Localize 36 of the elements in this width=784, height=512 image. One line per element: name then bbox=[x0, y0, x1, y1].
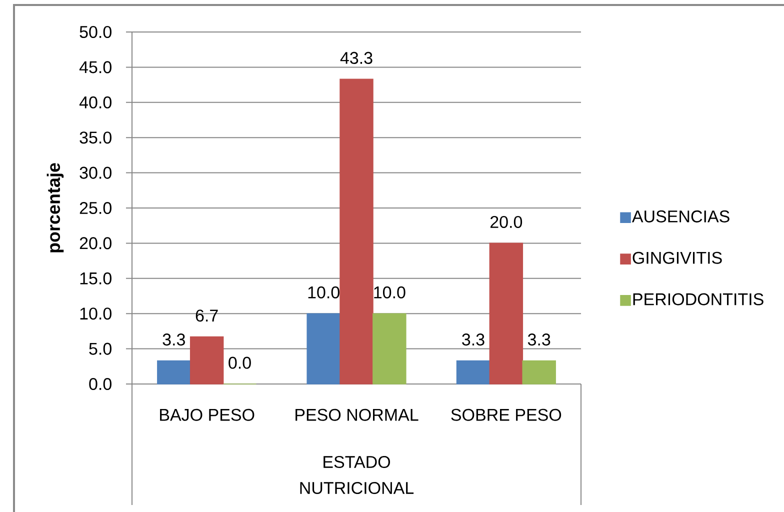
x-axis-title: ESTADO NUTRICIONAL bbox=[300, 456, 414, 494]
bar bbox=[522, 360, 556, 384]
x-tick-label: BAJO PESO bbox=[160, 408, 254, 421]
y-tick-label: 20.0 bbox=[80, 237, 112, 250]
data-label: 0.0 bbox=[228, 356, 251, 369]
y-tick-label: 35.0 bbox=[80, 132, 112, 144]
bar bbox=[157, 360, 191, 384]
bar bbox=[340, 78, 374, 384]
data-label: 3.3 bbox=[528, 334, 550, 346]
bar bbox=[489, 242, 524, 384]
y-tick-label: 30.0 bbox=[80, 166, 112, 179]
y-tick-label: 40.0 bbox=[79, 96, 112, 108]
data-label: 3.3 bbox=[462, 334, 484, 346]
legend-label: AUSENCIAS bbox=[632, 210, 730, 222]
y-axis-title: porcentaje bbox=[46, 163, 64, 252]
x-tick-label: PESO NORMAL bbox=[296, 408, 418, 421]
data-label: 43.3 bbox=[340, 52, 372, 64]
y-tick-label: 15.0 bbox=[80, 272, 112, 284]
y-tick-label: 50.0 bbox=[80, 26, 112, 38]
y-tick-label: 5.0 bbox=[89, 342, 112, 355]
data-label: 3.3 bbox=[162, 334, 185, 346]
x-tick-label: SOBRE PESO bbox=[451, 408, 562, 421]
y-tick-label: 0.0 bbox=[89, 378, 112, 390]
y-tick-label: 45.0 bbox=[79, 61, 112, 74]
legend-label: PERIODONTITIS bbox=[633, 293, 764, 306]
data-label: 10.0 bbox=[308, 286, 340, 298]
data-label: 6.7 bbox=[196, 310, 218, 322]
bar bbox=[456, 360, 490, 384]
bar bbox=[306, 313, 340, 384]
data-label: 20.0 bbox=[490, 216, 522, 228]
data-label: 10.0 bbox=[374, 286, 406, 298]
y-tick-label: 10.0 bbox=[80, 308, 112, 320]
legend-label: GINGIVITIS bbox=[632, 252, 722, 264]
bar bbox=[190, 336, 224, 384]
y-tick-label: 25.0 bbox=[80, 202, 112, 214]
bar bbox=[372, 313, 406, 384]
